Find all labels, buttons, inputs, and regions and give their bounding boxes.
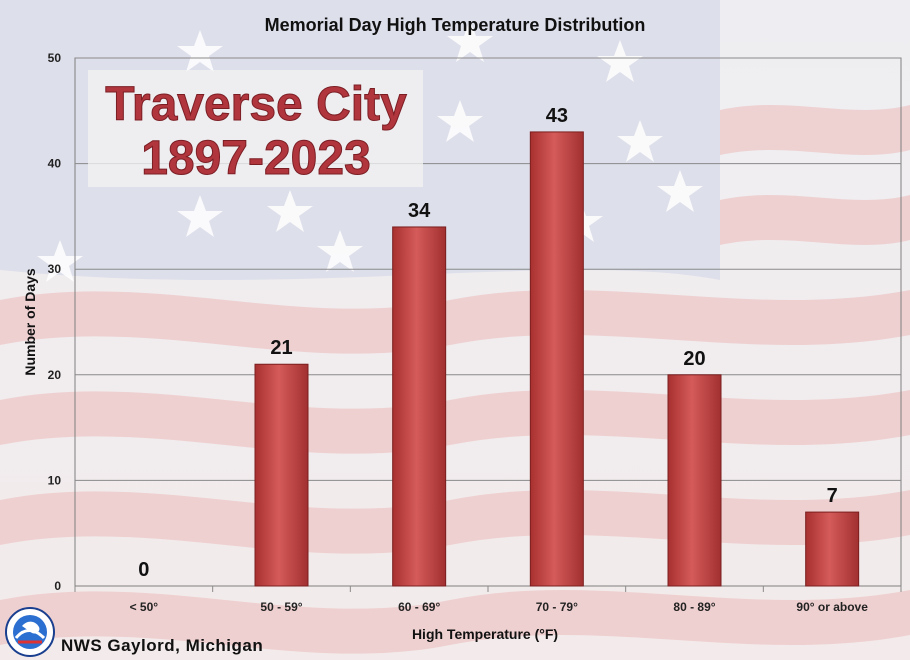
- credit-text: NWS Gaylord, Michigan: [61, 636, 263, 655]
- chart-title: Memorial Day High Temperature Distributi…: [265, 15, 646, 35]
- data-label: 43: [546, 105, 568, 127]
- x-tick-label: < 50°: [130, 600, 159, 614]
- x-tick-label: 90° or above: [796, 600, 868, 614]
- data-label: 34: [408, 200, 431, 222]
- bars: [254, 131, 860, 587]
- y-tick-label: 10: [48, 473, 62, 487]
- overlay-title-box: [88, 70, 423, 187]
- nws-logo: [5, 607, 55, 657]
- bar: [805, 511, 860, 587]
- y-tick-label: 20: [48, 368, 62, 382]
- x-axis-title: High Temperature (°F): [412, 626, 558, 642]
- data-labels: 0 21 34 43 20 7: [138, 105, 837, 581]
- y-tick-label: 40: [48, 157, 62, 171]
- data-label: 20: [683, 348, 705, 370]
- overlay-title-line1: Traverse City: [105, 78, 407, 131]
- overlay-title-line2: 1897-2023: [141, 132, 371, 185]
- x-tick-label: 50 - 59°: [260, 600, 302, 614]
- y-axis-title: Number of Days: [22, 268, 38, 376]
- bar: [392, 226, 447, 587]
- x-tick-label: 70 - 79°: [536, 600, 578, 614]
- x-tick-label: 80 - 89°: [673, 600, 715, 614]
- bar: [667, 374, 722, 587]
- data-label: 7: [827, 485, 838, 507]
- x-tick-labels: < 50° 50 - 59° 60 - 69° 70 - 79° 80 - 89° 90°…: [130, 600, 869, 614]
- y-tick-label: 30: [48, 262, 62, 276]
- bar: [254, 363, 309, 587]
- y-tick-label: 50: [48, 51, 62, 65]
- data-label: 0: [138, 559, 149, 581]
- bar: [529, 131, 584, 587]
- y-tick-label: 0: [54, 579, 61, 593]
- y-tick-labels: 0 10 20 30 40 50: [48, 51, 62, 593]
- x-tick-label: 60 - 69°: [398, 600, 440, 614]
- gridlines: [74, 57, 902, 592]
- data-label: 21: [270, 337, 292, 359]
